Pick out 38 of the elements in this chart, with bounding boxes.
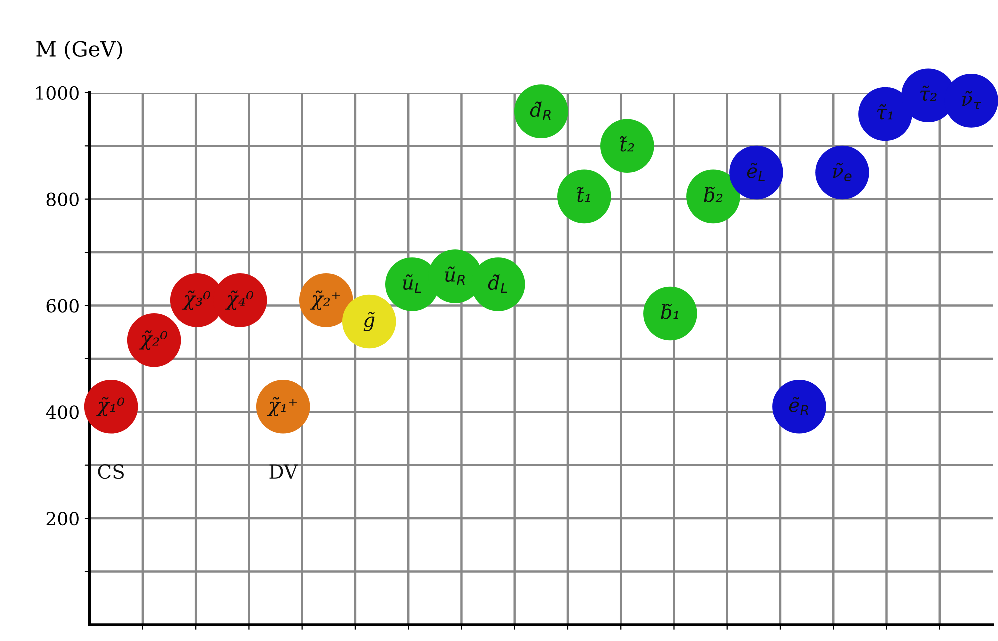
- point: [342, 294, 396, 349]
- data-label: g̃: [364, 312, 376, 332]
- data-label: d̃$_{L}$: [488, 274, 508, 293]
- data-label: t̃₁: [577, 186, 590, 202]
- data-label: χ̃₁⁺: [267, 397, 297, 417]
- point: [858, 87, 912, 142]
- y-tick-label: 800: [46, 192, 79, 206]
- annotation: CS: [98, 464, 124, 480]
- point: [644, 286, 698, 341]
- data-label: b̃₁: [661, 304, 678, 320]
- data-label: ẽ$_{L}$: [747, 162, 765, 182]
- point: [816, 146, 870, 200]
- data-label: ν̃$_{τ}$: [962, 91, 982, 110]
- point: [772, 380, 826, 434]
- y-tick-label: 600: [46, 299, 79, 313]
- data-label: χ̃₂⁰: [140, 330, 168, 350]
- data-label: χ̃₃⁰: [182, 290, 210, 310]
- point: [730, 146, 784, 200]
- data-label: χ̃₄⁰: [226, 290, 254, 310]
- data-label: τ̃₁: [878, 104, 893, 120]
- data-label: ν̃$_{e}$: [833, 162, 852, 182]
- y-axis-title: M (GeV): [36, 40, 122, 60]
- point: [514, 84, 568, 138]
- data-label: τ̃₂: [920, 86, 937, 102]
- point: [558, 170, 612, 224]
- data-label: χ̃₁⁰: [96, 397, 124, 417]
- annotation: DV: [270, 464, 298, 479]
- data-label: χ̃₂⁺: [310, 290, 340, 310]
- point: [600, 119, 654, 174]
- data-label: ũ$_{R}$: [445, 266, 465, 285]
- y-tick-label: 1000: [36, 86, 79, 100]
- data-label: b̃₂: [704, 186, 723, 202]
- data-label: d̃$_{R}$: [530, 102, 551, 120]
- data-label: ẽ$_{R}$: [789, 397, 808, 416]
- data-label: t̃₂: [620, 136, 634, 152]
- data-label: ũ$_{L}$: [403, 274, 422, 293]
- y-tick-label: 400: [46, 406, 79, 420]
- y-tick-label: 200: [46, 512, 79, 526]
